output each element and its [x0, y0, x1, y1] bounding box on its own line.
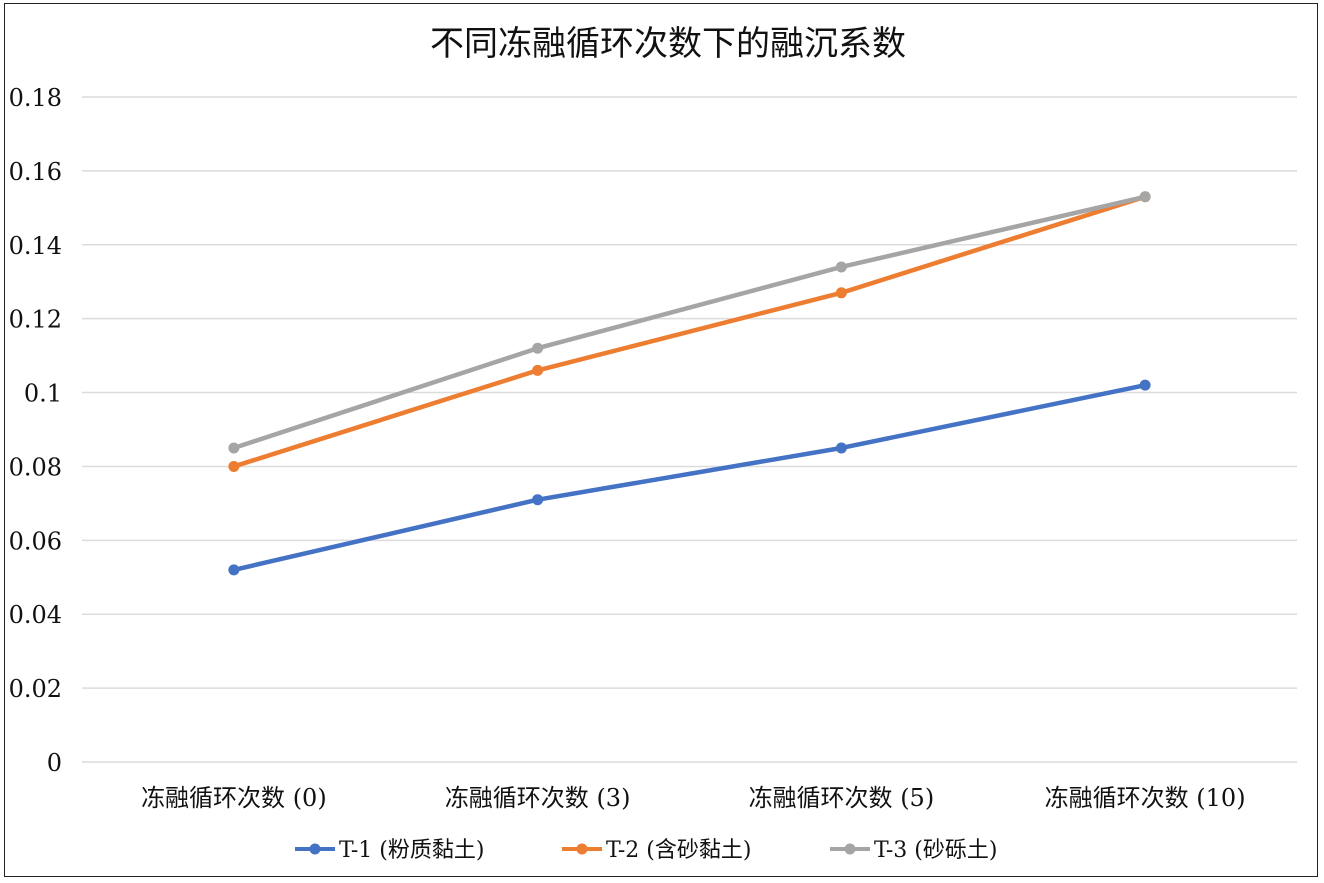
data-point	[532, 342, 544, 354]
y-tick-label: 0.12	[9, 306, 62, 334]
chart-title: 不同冻融循环次数下的融沉系数	[430, 24, 906, 64]
data-point	[228, 442, 240, 454]
x-tick-label: 冻融循环次数 (5)	[749, 784, 935, 812]
y-tick-label: 0.18	[9, 84, 62, 112]
x-tick-label: 冻融循环次数 (10)	[1045, 784, 1246, 812]
series-lines	[228, 191, 1151, 576]
legend-point-marker	[576, 843, 588, 855]
x-tick-label: 冻融循环次数 (3)	[445, 784, 631, 812]
data-point	[1139, 379, 1151, 391]
x-axis-ticks: 冻融循环次数 (0) 冻融循环次数 (3) 冻融循环次数 (5) 冻融循环次数 (10…	[141, 784, 1246, 812]
data-point	[532, 494, 544, 506]
series-3	[228, 191, 1151, 454]
chart-frame	[4, 3, 1318, 877]
y-tick-label: 0.08	[9, 453, 62, 481]
y-axis-ticks: 0 0.02 0.04 0.06 0.08 0.1 0.12 0.14 0.16 0.18	[9, 84, 62, 777]
series-2	[228, 191, 1151, 472]
y-tick-label: 0	[47, 749, 62, 777]
y-tick-label: 0.16	[9, 158, 62, 186]
gridlines	[82, 96, 1297, 763]
legend: T-1 (粉质黏土) T-2 (含砂黏土) T-3 (砂砾土)	[295, 838, 997, 863]
data-point	[1139, 191, 1151, 203]
legend-item: T-2 (含砂黏土)	[562, 838, 751, 863]
legend-label: T-3 (砂砾土)	[874, 838, 997, 863]
data-point	[532, 364, 544, 376]
y-tick-label: 0.02	[9, 675, 62, 703]
legend-label: T-2 (含砂黏土)	[606, 838, 751, 863]
legend-item: T-1 (粉质黏土)	[295, 838, 484, 863]
data-point	[228, 564, 240, 576]
data-point	[228, 460, 240, 472]
x-tick-label: 冻融循环次数 (0)	[141, 784, 327, 812]
y-tick-label: 0.14	[9, 232, 62, 260]
series-1	[228, 379, 1151, 576]
series-line	[231, 194, 1148, 451]
data-point	[835, 287, 847, 299]
data-point	[835, 442, 847, 454]
series-line	[231, 382, 1148, 573]
data-point	[835, 261, 847, 273]
legend-point-marker	[309, 843, 321, 855]
series-line	[231, 194, 1148, 469]
y-tick-label: 0.1	[24, 380, 62, 408]
y-tick-label: 0.06	[9, 527, 62, 555]
legend-item: T-3 (砂砾土)	[830, 838, 997, 863]
legend-point-marker	[844, 843, 856, 855]
y-tick-label: 0.04	[9, 601, 62, 629]
legend-label: T-1 (粉质黏土)	[339, 838, 484, 863]
